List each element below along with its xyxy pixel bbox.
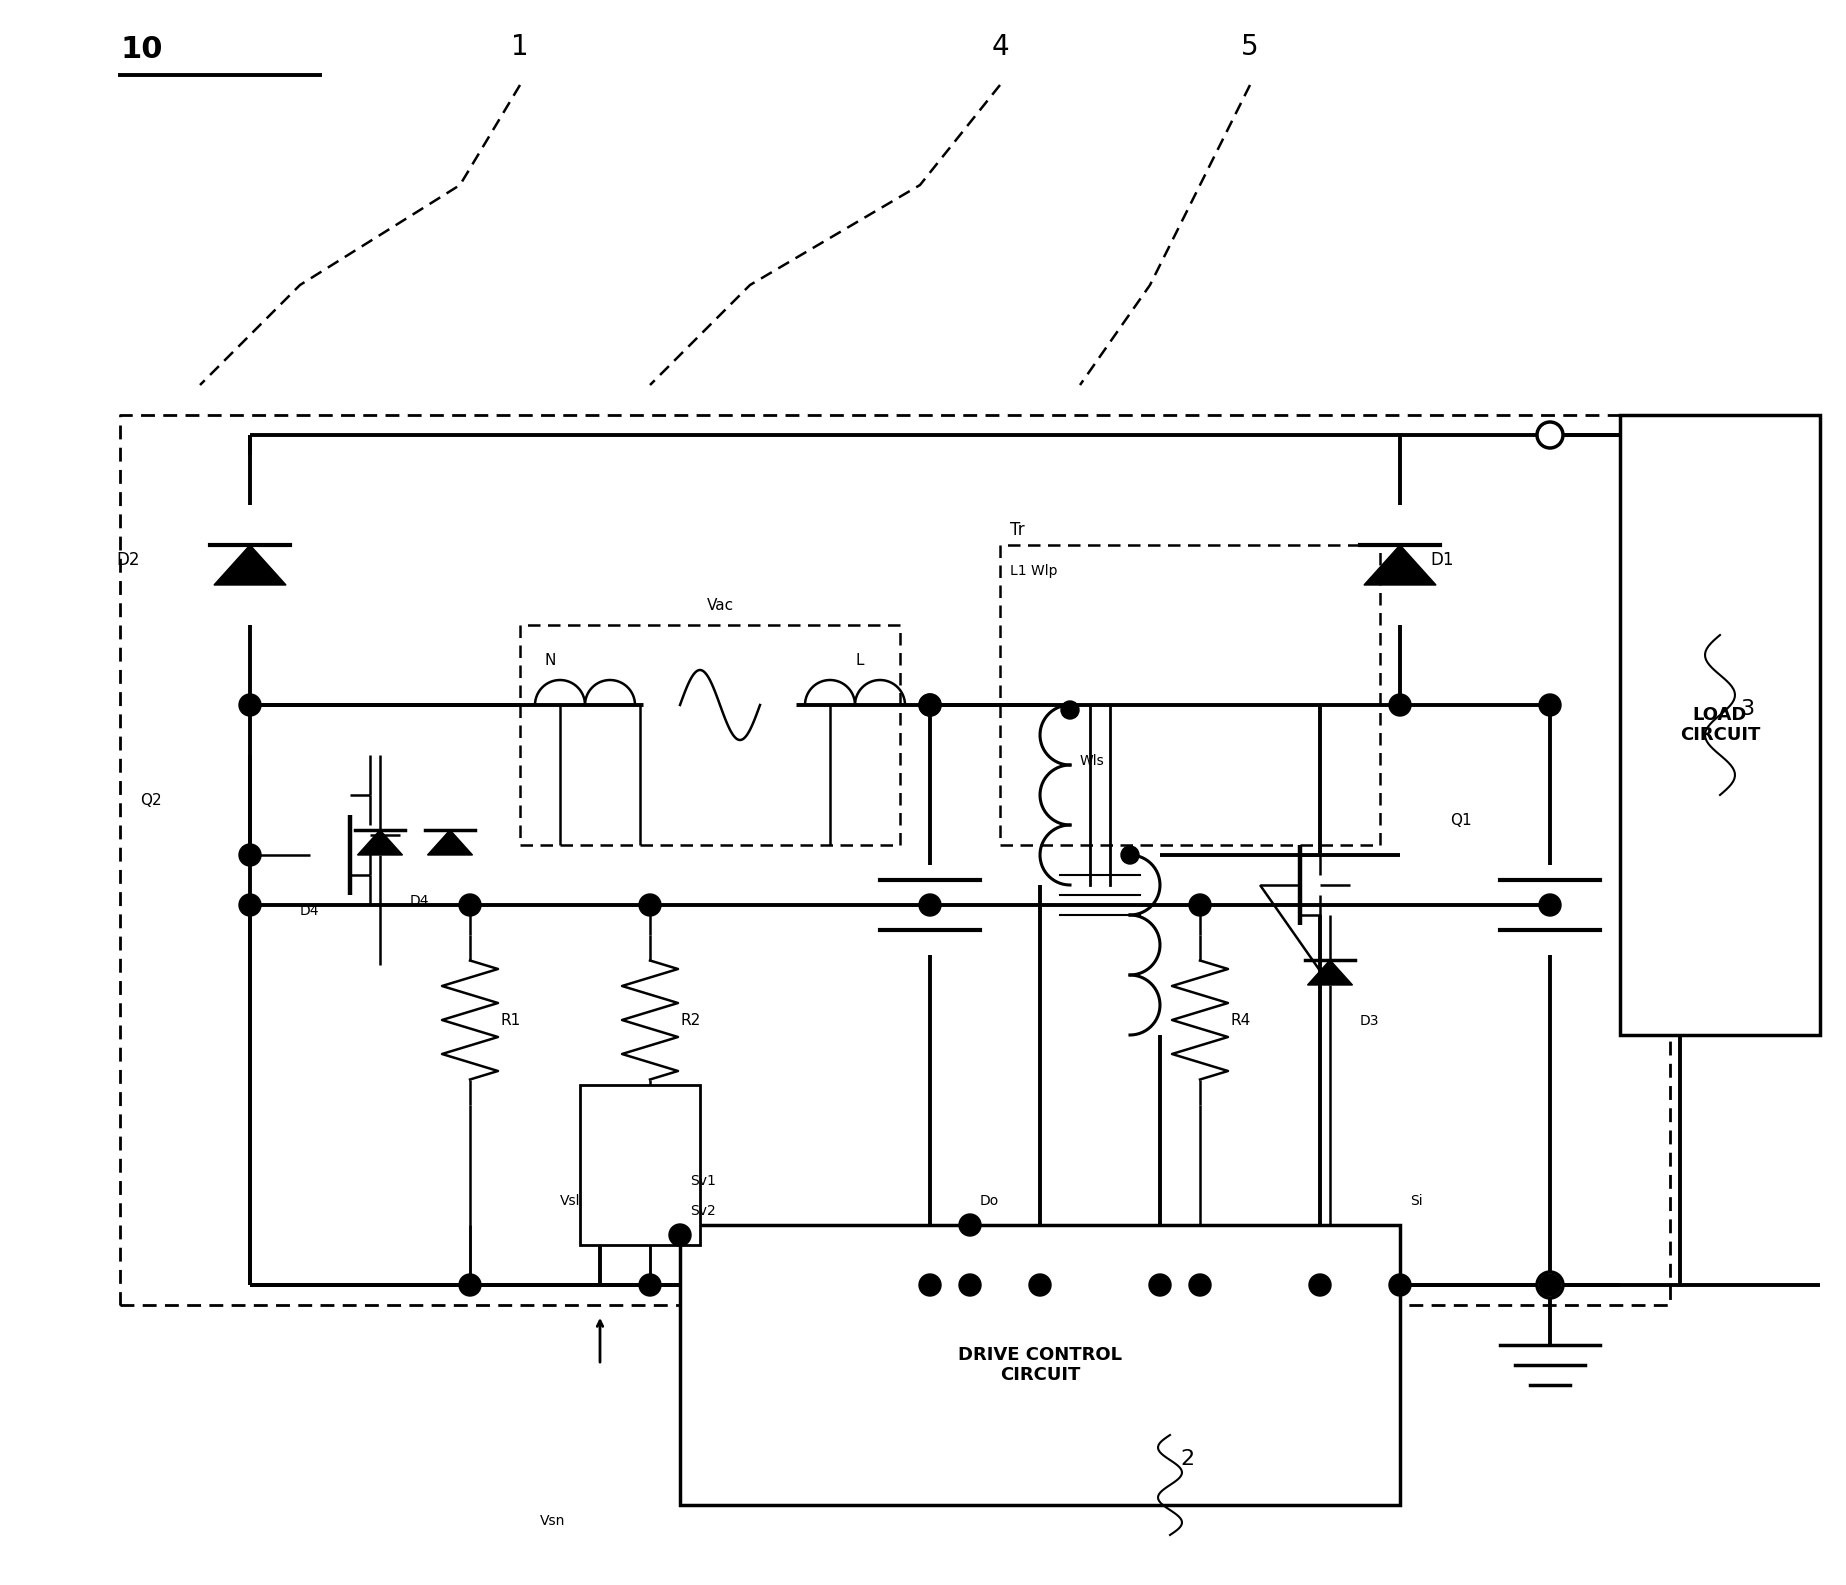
Polygon shape [214,545,286,585]
Circle shape [919,694,941,716]
Circle shape [644,629,796,780]
Text: Sv2: Sv2 [690,1205,716,1217]
Circle shape [238,694,260,716]
Text: LOAD
CIRCUIT: LOAD CIRCUIT [1680,705,1761,745]
Text: L: L [857,653,864,667]
Text: 1: 1 [511,33,528,60]
Text: Si: Si [1410,1194,1423,1208]
Circle shape [1540,1274,1562,1297]
Text: L1 Wlp: L1 Wlp [1010,564,1058,579]
Circle shape [639,894,661,916]
Text: D2: D2 [116,552,140,569]
Polygon shape [1307,961,1353,984]
Text: 4: 4 [991,33,1008,60]
Text: Q1: Q1 [1449,813,1471,827]
Text: N: N [545,653,556,667]
Circle shape [1061,701,1080,720]
Text: Vsn: Vsn [541,1514,565,1528]
Text: Vac: Vac [707,598,733,613]
Circle shape [1148,1274,1170,1297]
Polygon shape [358,831,402,854]
Text: R4: R4 [1229,1013,1250,1029]
Text: Vsl: Vsl [559,1194,580,1208]
Text: Q2: Q2 [140,792,162,808]
Circle shape [1189,894,1211,916]
Text: 10: 10 [120,35,162,63]
Circle shape [460,894,482,916]
Circle shape [639,1274,661,1297]
Text: 2: 2 [1180,1449,1194,1469]
Text: 5: 5 [1241,33,1259,60]
Text: Sv1: Sv1 [690,1174,716,1189]
Circle shape [1388,1274,1410,1297]
Text: D1: D1 [1431,552,1453,569]
Circle shape [238,894,260,916]
Bar [580,1086,700,1244]
Circle shape [1388,694,1410,716]
Polygon shape [1364,545,1436,585]
Circle shape [1309,1274,1331,1297]
Circle shape [960,1214,980,1236]
Bar [1621,415,1820,1035]
Circle shape [1189,1274,1211,1297]
Circle shape [1028,1274,1050,1297]
Circle shape [460,1274,482,1297]
Text: D4: D4 [301,903,319,918]
Text: R2: R2 [679,1013,700,1029]
Circle shape [1540,894,1562,916]
Circle shape [1121,846,1139,864]
Text: R1: R1 [500,1013,521,1029]
Text: Wls: Wls [1080,754,1104,769]
Text: Tr: Tr [1010,521,1025,539]
Circle shape [238,843,260,865]
Circle shape [1538,422,1564,449]
Polygon shape [428,831,473,854]
Circle shape [960,1274,980,1297]
Circle shape [668,1224,690,1246]
Text: D4: D4 [410,894,430,908]
Text: 3: 3 [1741,699,1754,720]
Circle shape [919,1274,941,1297]
Text: Do: Do [980,1194,999,1208]
Text: D3: D3 [1361,1014,1379,1029]
Circle shape [919,694,941,716]
Bar [679,1225,1399,1506]
Text: DRIVE CONTROL
CIRCUIT: DRIVE CONTROL CIRCUIT [958,1346,1122,1384]
Circle shape [1540,694,1562,716]
Circle shape [919,894,941,916]
Circle shape [1538,1273,1564,1298]
